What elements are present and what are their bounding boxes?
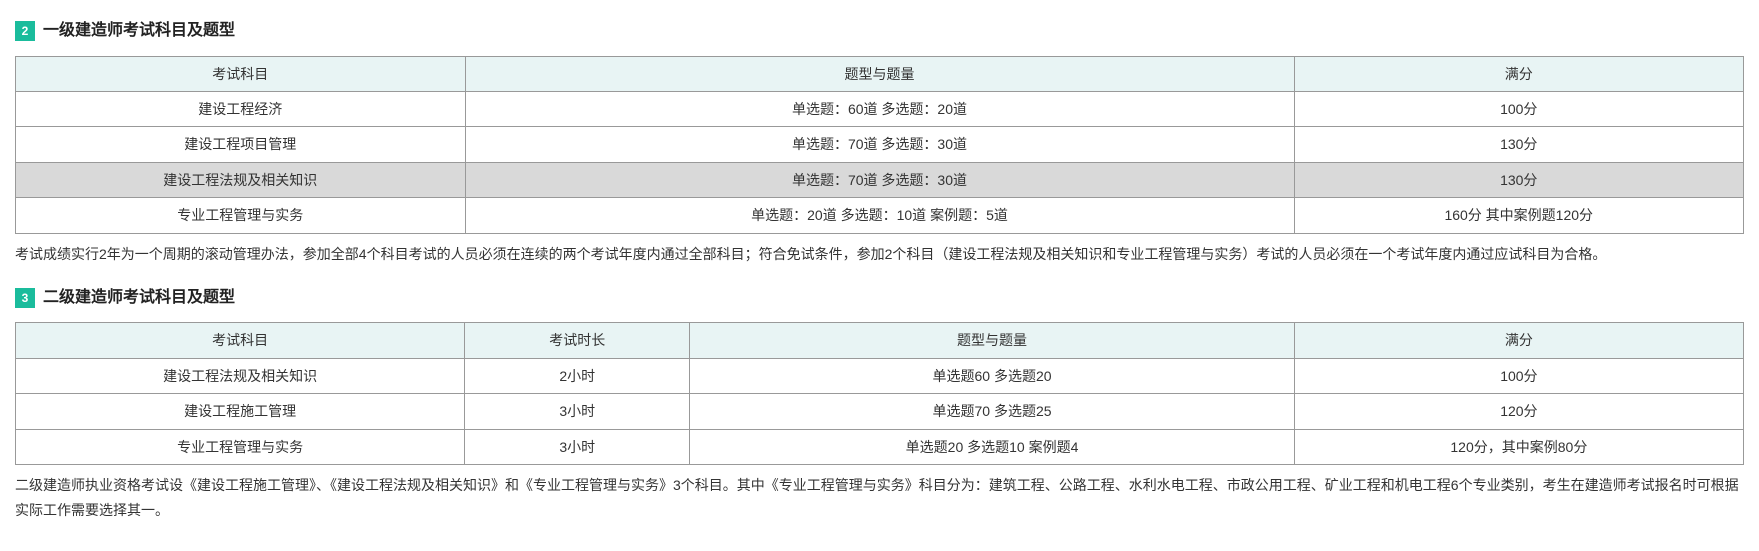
section-1-header: 2 一级建造师考试科目及题型 [15, 18, 1744, 44]
table-2: 考试科目考试时长题型与题量满分建设工程法规及相关知识2小时单选题60 多选题20… [15, 322, 1744, 465]
section-1-badge: 2 [15, 21, 35, 41]
table-cell: 120分，其中案例80分 [1295, 430, 1743, 464]
table-header-cell: 题型与题量 [466, 57, 1294, 91]
table-row: 专业工程管理与实务单选题：20道 多选题：10道 案例题：5道160分 其中案例… [16, 198, 1743, 232]
table-cell: 单选题：70道 多选题：30道 [466, 163, 1294, 197]
table-cell: 专业工程管理与实务 [16, 198, 465, 232]
table-header-cell: 考试科目 [16, 323, 464, 357]
section-2-badge: 3 [15, 288, 35, 308]
table-cell: 建设工程经济 [16, 92, 465, 126]
table-cell: 专业工程管理与实务 [16, 430, 464, 464]
table-cell: 单选题60 多选题20 [690, 359, 1293, 393]
table-cell: 3小时 [465, 430, 689, 464]
table-1: 考试科目题型与题量满分建设工程经济单选题：60道 多选题：20道100分建设工程… [15, 56, 1744, 234]
table-cell: 160分 其中案例题120分 [1295, 198, 1744, 232]
table-cell: 单选题：70道 多选题：30道 [466, 127, 1294, 161]
table-cell: 100分 [1295, 92, 1744, 126]
table-row: 建设工程法规及相关知识2小时单选题60 多选题20100分 [16, 359, 1743, 393]
table-row: 建设工程施工管理3小时单选题70 多选题25120分 [16, 394, 1743, 428]
table-cell: 130分 [1295, 127, 1744, 161]
section-2-note: 二级建造师执业资格考试设《建设工程施工管理》、《建设工程法规及相关知识》和《专业… [15, 473, 1744, 523]
table-row: 专业工程管理与实务3小时单选题20 多选题10 案例题4120分，其中案例80分 [16, 430, 1743, 464]
table-cell: 建设工程法规及相关知识 [16, 163, 465, 197]
table-cell: 建设工程施工管理 [16, 394, 464, 428]
table-row: 建设工程经济单选题：60道 多选题：20道100分 [16, 92, 1743, 126]
table-cell: 建设工程法规及相关知识 [16, 359, 464, 393]
table-cell: 3小时 [465, 394, 689, 428]
table-header-row: 考试科目考试时长题型与题量满分 [16, 323, 1743, 357]
table-cell: 单选题70 多选题25 [690, 394, 1293, 428]
table-cell: 建设工程项目管理 [16, 127, 465, 161]
table-cell: 100分 [1295, 359, 1743, 393]
table-header-cell: 满分 [1295, 323, 1743, 357]
table-header-row: 考试科目题型与题量满分 [16, 57, 1743, 91]
table-header-cell: 考试时长 [465, 323, 689, 357]
section-2-header: 3 二级建造师考试科目及题型 [15, 285, 1744, 311]
table-cell: 120分 [1295, 394, 1743, 428]
table-header-cell: 满分 [1295, 57, 1744, 91]
table-header-cell: 题型与题量 [690, 323, 1293, 357]
section-1-title: 一级建造师考试科目及题型 [43, 18, 235, 44]
table-cell: 单选题20 多选题10 案例题4 [690, 430, 1293, 464]
table-row: 建设工程法规及相关知识单选题：70道 多选题：30道130分 [16, 163, 1743, 197]
table-cell: 单选题：60道 多选题：20道 [466, 92, 1294, 126]
table-cell: 单选题：20道 多选题：10道 案例题：5道 [466, 198, 1294, 232]
table-row: 建设工程项目管理单选题：70道 多选题：30道130分 [16, 127, 1743, 161]
section-1-note: 考试成绩实行2年为一个周期的滚动管理办法，参加全部4个科目考试的人员必须在连续的… [15, 242, 1744, 267]
table-header-cell: 考试科目 [16, 57, 465, 91]
table-cell: 130分 [1295, 163, 1744, 197]
section-2-title: 二级建造师考试科目及题型 [43, 285, 235, 311]
table-cell: 2小时 [465, 359, 689, 393]
